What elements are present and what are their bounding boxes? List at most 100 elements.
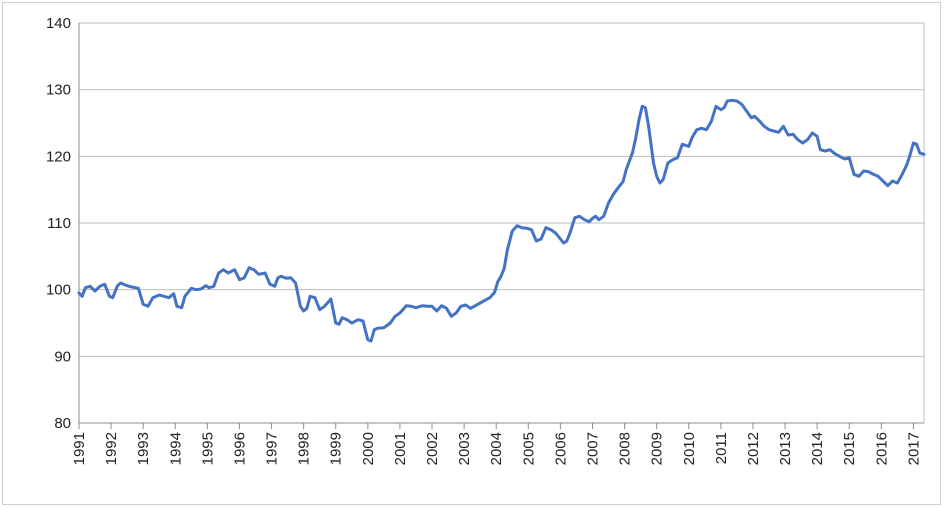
data-point: [493, 291, 496, 294]
data-point: [566, 240, 568, 242]
x-tick-label: 1993: [135, 432, 152, 465]
data-point: [625, 168, 627, 171]
data-point: [516, 224, 518, 227]
data-point: [834, 152, 836, 155]
x-tick-label: 2014: [809, 432, 826, 465]
data-point: [346, 318, 348, 321]
data-point: [370, 340, 372, 342]
data-point: [787, 134, 789, 136]
data-point: [525, 227, 528, 230]
data-point: [635, 136, 637, 139]
data-point: [554, 232, 557, 234]
data-point: [217, 272, 220, 274]
data-point: [389, 322, 392, 324]
data-point: [126, 284, 128, 287]
data-point: [598, 218, 600, 221]
x-tick-label: 2008: [617, 432, 634, 465]
data-point: [152, 296, 154, 299]
data-point: [858, 175, 860, 178]
data-point: [872, 173, 875, 176]
data-point: [341, 316, 344, 319]
data-point: [923, 153, 925, 156]
data-point: [147, 305, 149, 308]
data-point: [294, 282, 297, 284]
data-point: [94, 290, 96, 292]
data-point: [213, 285, 215, 288]
data-point: [436, 310, 438, 312]
x-tick-label: 2013: [777, 432, 794, 465]
data-point: [829, 148, 831, 151]
data-point: [578, 215, 581, 218]
data-point: [500, 275, 502, 278]
x-tick-label: 1999: [328, 432, 345, 465]
data-point: [78, 292, 80, 294]
data-point: [688, 145, 690, 148]
data-point: [819, 148, 822, 151]
grid-lines: [78, 22, 925, 429]
data-point: [290, 276, 292, 279]
data-point: [896, 182, 899, 184]
data-point: [489, 296, 491, 299]
data-point: [330, 298, 332, 300]
data-point: [309, 295, 311, 298]
data-point: [583, 218, 586, 221]
x-axis-labels: 1991 1992 1993 1994 1995 1996 1997 1998 1999 2000…: [71, 432, 922, 465]
y-tick-label: 80: [54, 415, 71, 432]
data-point: [227, 272, 229, 274]
x-tick-label: 2012: [745, 432, 762, 465]
data-point: [410, 305, 413, 308]
data-point: [758, 120, 761, 122]
data-point: [753, 115, 756, 118]
data-point: [886, 184, 889, 187]
data-point: [405, 304, 408, 307]
data-point: [511, 230, 514, 232]
data-point: [168, 296, 170, 299]
data-point: [119, 282, 122, 284]
data-point: [777, 131, 780, 134]
data-point: [521, 226, 523, 229]
data-point: [334, 322, 337, 324]
data-point: [801, 142, 804, 144]
data-point: [811, 132, 814, 134]
data-point: [540, 238, 542, 240]
data-point: [797, 138, 799, 141]
data-point: [238, 278, 241, 281]
data-point: [306, 307, 308, 310]
data-point: [641, 105, 643, 108]
data-point: [222, 268, 225, 271]
data-point: [631, 151, 634, 154]
data-point: [111, 296, 114, 299]
data-point: [559, 238, 562, 240]
data-point: [545, 226, 547, 229]
x-tick-label: 2009: [649, 432, 666, 465]
data-point: [163, 295, 165, 298]
data-point: [367, 338, 369, 341]
data-point: [81, 295, 83, 298]
data-point: [172, 292, 175, 295]
data-point: [843, 158, 846, 160]
data-point: [723, 106, 725, 109]
x-tick-label: 1998: [296, 432, 313, 465]
x-tick-label: 2017: [905, 432, 922, 465]
data-point: [431, 305, 433, 308]
x-tick-label: 2016: [873, 432, 890, 465]
data-point: [607, 202, 610, 204]
data-point: [912, 142, 915, 144]
x-tick-label: 2015: [841, 432, 858, 465]
series-layer: [77, 98, 926, 343]
data-point: [506, 248, 509, 251]
data-point: [569, 232, 571, 234]
data-point: [901, 173, 903, 176]
data-point: [667, 162, 669, 164]
data-point: [274, 285, 276, 288]
data-point: [740, 103, 743, 106]
data-point: [195, 288, 197, 291]
data-point: [535, 240, 538, 242]
x-tick-label: 2003: [456, 432, 473, 465]
data-point: [806, 138, 809, 141]
data-point: [421, 304, 424, 307]
data-point: [681, 143, 684, 146]
x-tick-label: 2010: [681, 432, 698, 465]
